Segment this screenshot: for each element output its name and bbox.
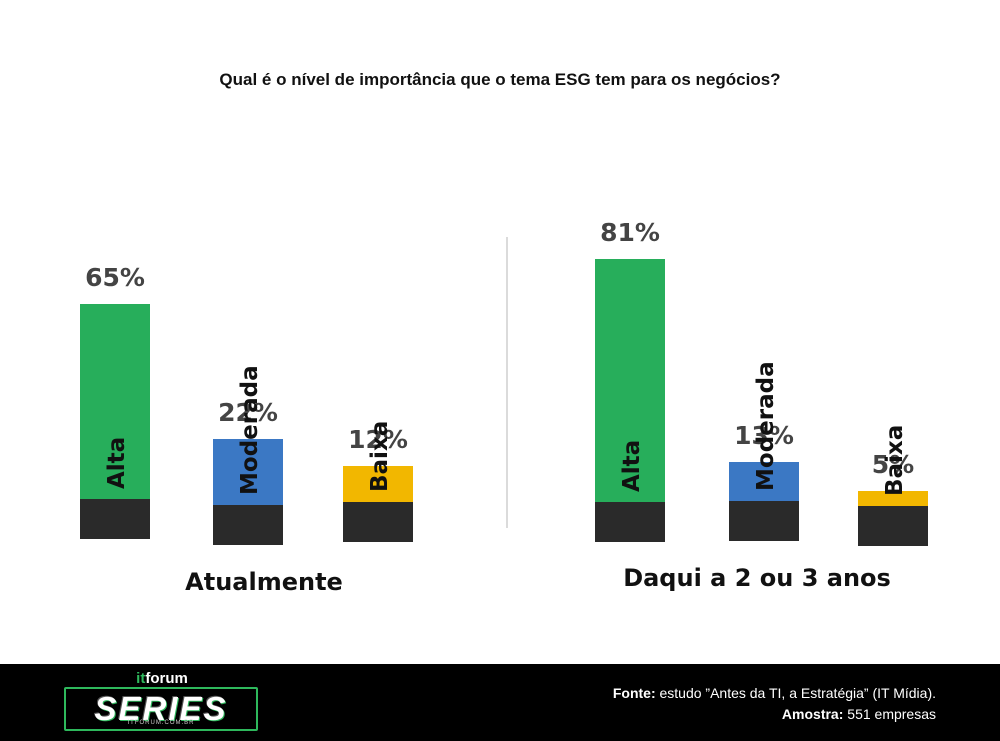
logo-series-text: SERIES <box>94 690 228 727</box>
group-label-2: Daqui a 2 ou 3 anos <box>623 564 891 592</box>
bar-base-alta-1 <box>80 499 150 539</box>
source-note: Fonte: estudo ”Antes da TI, a Estratégia… <box>613 683 936 725</box>
sample-text: 551 empresas <box>843 706 936 722</box>
source-label: Fonte: <box>612 685 656 701</box>
category-label-moderada-2: Moderada <box>753 361 779 491</box>
group-label-1: Atualmente <box>185 568 343 596</box>
value-label-alta-1: 65% <box>85 263 145 292</box>
bar-base-baixa-2 <box>858 506 928 546</box>
sample-label: Amostra: <box>781 706 844 722</box>
bar-base-baixa-1 <box>343 502 413 542</box>
bar-alta-2 <box>595 259 665 502</box>
bar-baixa-2 <box>858 491 928 506</box>
bar-base-moderada-1 <box>213 505 283 545</box>
bar-moderada-2 <box>729 462 799 501</box>
logo-url-text: ITFORUM.COM.BR <box>127 720 195 726</box>
value-label-alta-2: 81% <box>600 218 660 247</box>
bar-base-alta-2 <box>595 502 665 542</box>
logo-box: SERIES ITFORUM.COM.BR <box>64 687 258 731</box>
bar-alta-1 <box>80 304 150 499</box>
value-label-moderada-2: 13% <box>734 421 794 450</box>
value-label-moderada-1: 22% <box>218 398 278 427</box>
bar-base-moderada-2 <box>729 501 799 541</box>
value-label-baixa-1: 12% <box>348 425 408 454</box>
value-label-baixa-2: 5% <box>872 450 914 479</box>
bar-baixa-1 <box>343 466 413 502</box>
footer-bar: itforum SERIES ITFORUM.COM.BR Fonte: est… <box>0 664 1000 741</box>
logo-itforum-text: itforum <box>136 670 188 687</box>
itforum-series-logo: itforum SERIES ITFORUM.COM.BR <box>64 670 260 732</box>
bar-moderada-1 <box>213 439 283 505</box>
category-label-baixa-2: Baixa <box>882 425 908 496</box>
category-label-moderada-1: Moderada <box>237 365 263 495</box>
category-label-baixa-1: Baixa <box>367 421 393 492</box>
source-text: estudo ”Antes da TI, a Estratégia” (IT M… <box>655 685 936 701</box>
category-label-alta-1: Alta <box>104 437 130 489</box>
chart-title: Qual é o nível de importância que o tema… <box>219 70 781 89</box>
category-label-alta-2: Alta <box>619 440 645 492</box>
